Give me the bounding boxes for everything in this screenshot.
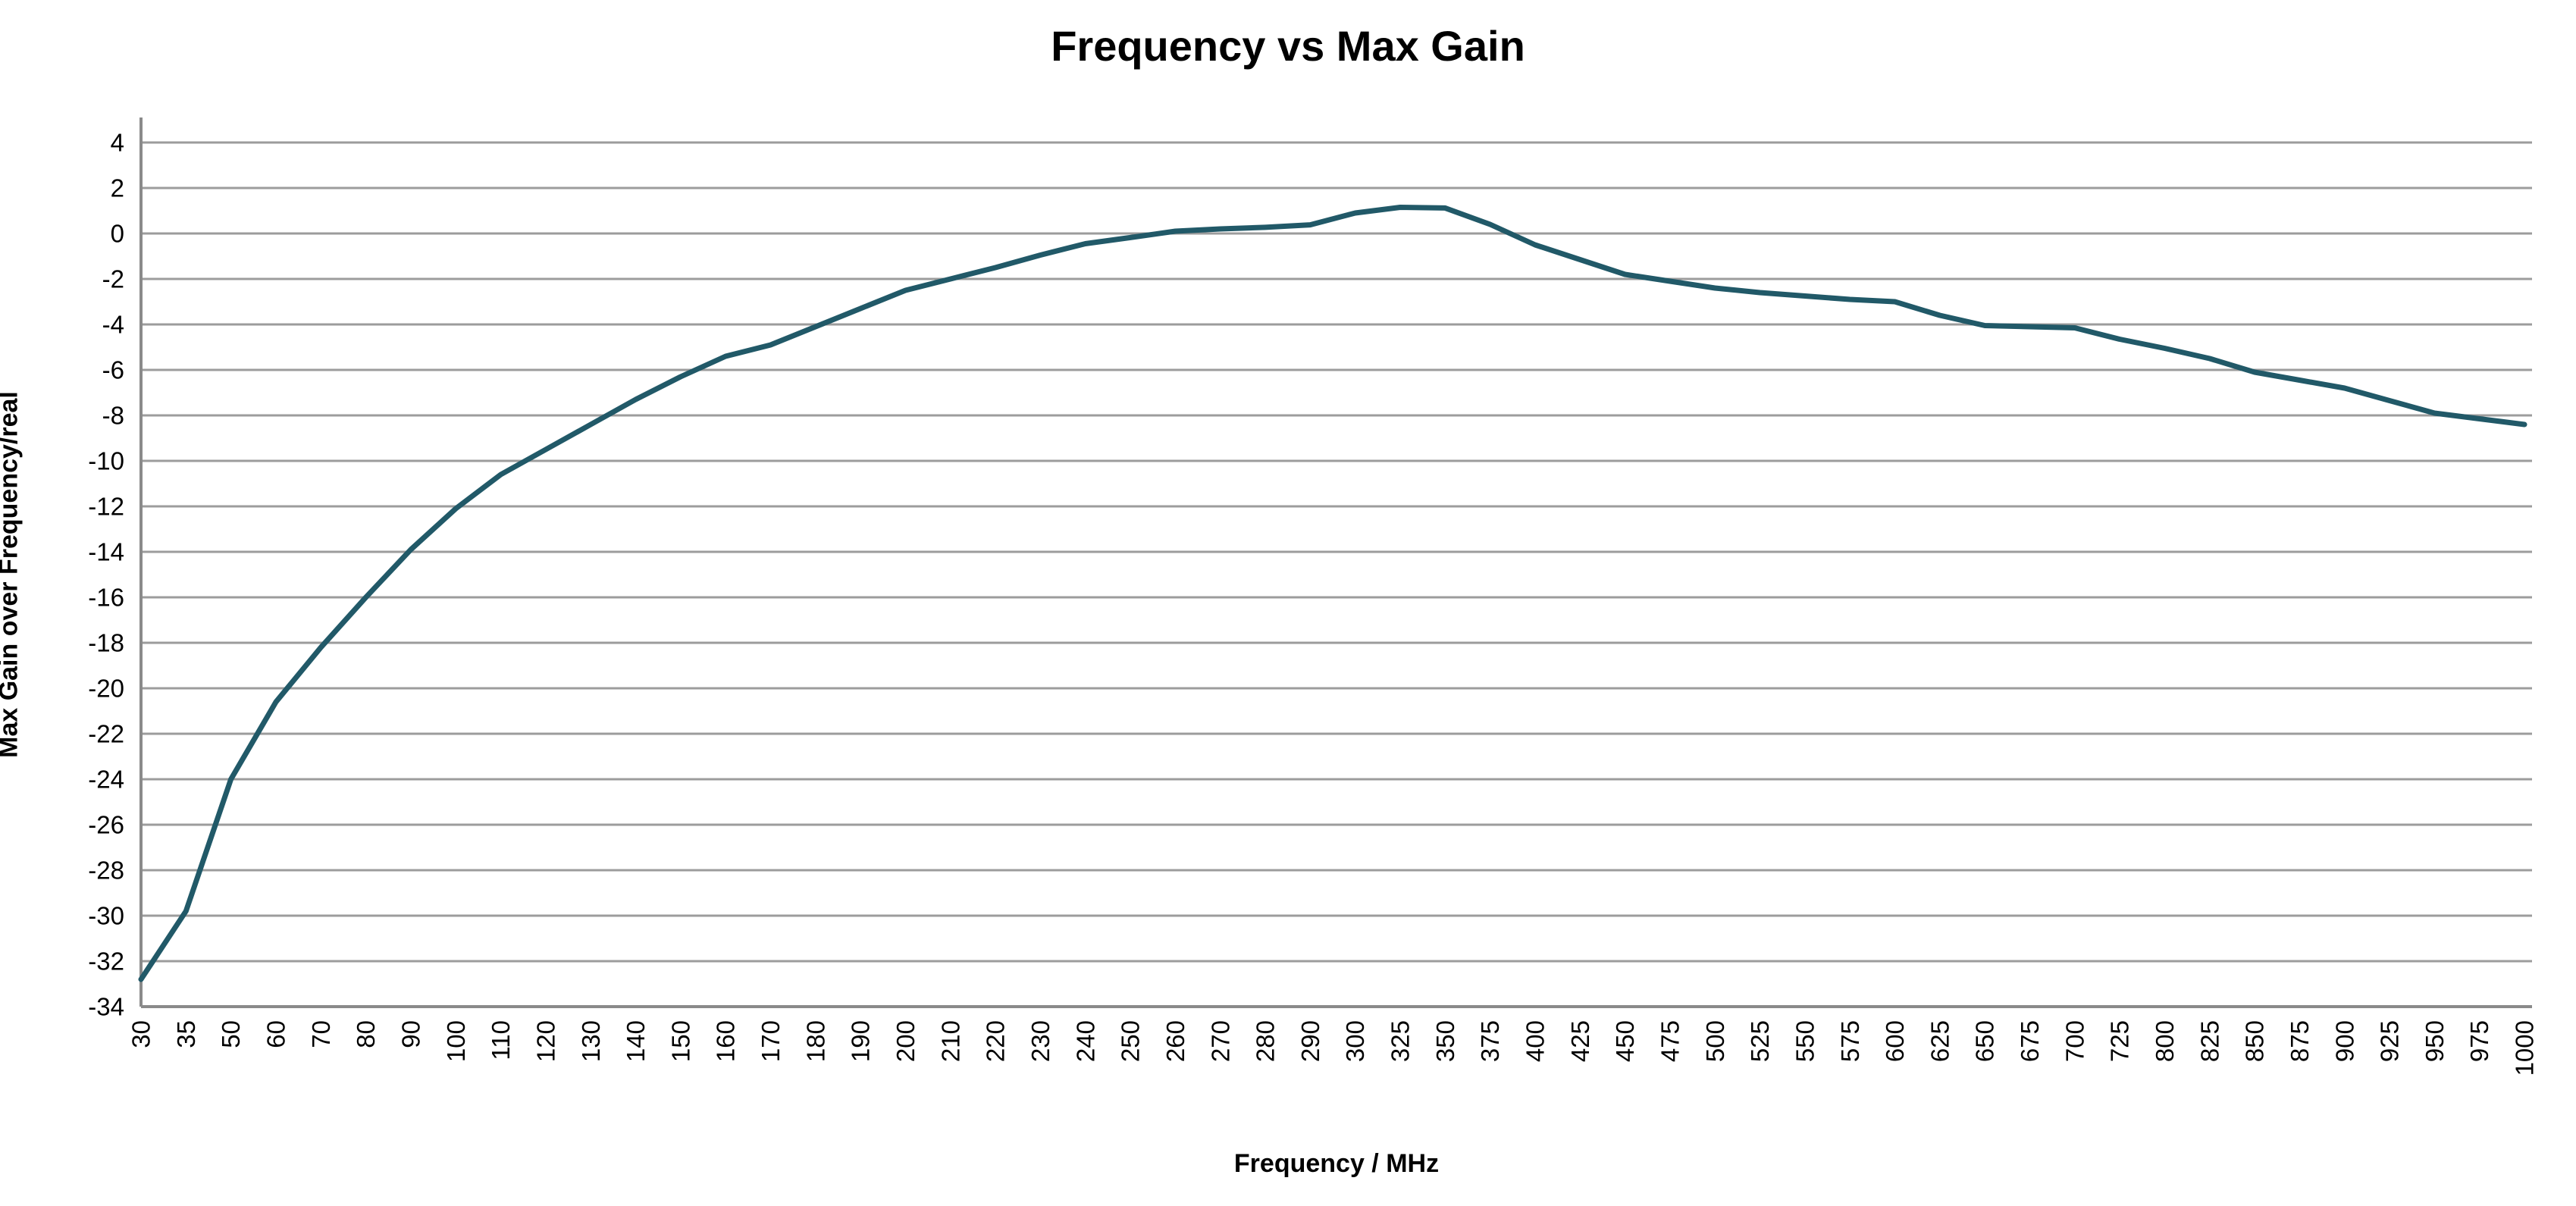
x-tick-label: 650 — [1971, 1020, 1999, 1062]
x-tick-label: 350 — [1431, 1020, 1459, 1062]
x-tick-label: 120 — [531, 1020, 559, 1062]
gain-line — [138, 205, 2527, 982]
x-tick-label: 300 — [1341, 1020, 1369, 1062]
y-tick-label: 2 — [111, 174, 124, 202]
x-tick-label: 550 — [1791, 1020, 1819, 1062]
x-tick-label: 500 — [1701, 1020, 1729, 1062]
x-tick-label: 525 — [1746, 1020, 1774, 1062]
x-tick-label: 575 — [1836, 1020, 1864, 1062]
x-tick-label: 260 — [1161, 1020, 1189, 1062]
x-tick-label: 240 — [1071, 1020, 1099, 1062]
x-tick-label: 90 — [396, 1020, 425, 1048]
y-tick-label: 0 — [111, 220, 124, 248]
x-tick-label: 475 — [1656, 1020, 1684, 1062]
y-tick-label: -34 — [88, 993, 124, 1021]
x-tick-label: 190 — [847, 1020, 875, 1062]
x-tick-label: 250 — [1117, 1020, 1145, 1062]
y-tick-label: 4 — [111, 129, 124, 157]
x-tick-label: 950 — [2421, 1020, 2449, 1062]
x-tick-label: 280 — [1252, 1020, 1280, 1062]
x-tick-label: 725 — [2106, 1020, 2134, 1062]
y-tick-label: -10 — [88, 447, 124, 475]
x-tick-label: 160 — [712, 1020, 740, 1062]
x-tick-label: 210 — [936, 1020, 964, 1062]
y-tick-label: -20 — [88, 675, 124, 703]
x-tick-label: 35 — [172, 1020, 200, 1048]
x-tick-label: 50 — [217, 1020, 245, 1048]
x-tick-label: 1000 — [2511, 1020, 2539, 1076]
y-tick-label: -8 — [102, 402, 124, 430]
x-tick-label: 850 — [2241, 1020, 2269, 1062]
y-tick-label: -30 — [88, 902, 124, 930]
x-tick-label: 400 — [1521, 1020, 1549, 1062]
x-tick-label: 220 — [982, 1020, 1010, 1062]
x-tick-label: 425 — [1566, 1020, 1594, 1062]
x-tick-label: 70 — [307, 1020, 335, 1048]
x-tick-label: 800 — [2151, 1020, 2179, 1062]
x-tick-label: 375 — [1476, 1020, 1504, 1062]
x-tick-label: 675 — [2016, 1020, 2044, 1062]
x-tick-label: 170 — [757, 1020, 785, 1062]
x-tick-label: 80 — [352, 1020, 380, 1048]
x-tick-label: 625 — [1926, 1020, 1954, 1062]
x-tick-label: 230 — [1026, 1020, 1055, 1062]
y-tick-label: -32 — [88, 948, 124, 976]
chart-title: Frequency vs Max Gain — [1051, 22, 1525, 70]
y-tick-label: -12 — [88, 493, 124, 521]
x-tick-label: 875 — [2286, 1020, 2314, 1062]
y-tick-label: -6 — [102, 356, 124, 384]
y-tick-label: -22 — [88, 720, 124, 748]
x-tick-label: 270 — [1206, 1020, 1234, 1062]
x-tick-label: 325 — [1387, 1020, 1415, 1062]
x-tick-label: 180 — [801, 1020, 829, 1062]
x-axis-title: Frequency / MHz — [1233, 1149, 1440, 1178]
x-tick-label: 900 — [2330, 1020, 2358, 1062]
y-tick-label: -16 — [88, 584, 124, 612]
x-tick-label: 975 — [2465, 1020, 2493, 1062]
x-tick-label: 450 — [1611, 1020, 1639, 1062]
y-tick-label: -4 — [102, 311, 124, 339]
x-tick-label: 290 — [1296, 1020, 1324, 1062]
y-tick-label: -26 — [88, 811, 124, 839]
y-tick-label: -14 — [88, 538, 124, 566]
x-tick-label: 100 — [442, 1020, 470, 1062]
y-tick-label: -2 — [102, 265, 124, 293]
x-tick-label: 825 — [2195, 1020, 2223, 1062]
x-tick-label: 600 — [1881, 1020, 1909, 1062]
y-tick-label: -28 — [88, 857, 124, 885]
x-tick-label: 700 — [2060, 1020, 2089, 1062]
x-tick-label: 110 — [487, 1020, 515, 1060]
y-tick-label: -24 — [88, 766, 124, 794]
x-tick-label: 130 — [577, 1020, 605, 1062]
x-tick-label: 200 — [892, 1020, 920, 1062]
x-tick-label: 60 — [262, 1020, 290, 1048]
y-tick-label: -18 — [88, 629, 124, 657]
x-tick-label: 925 — [2376, 1020, 2404, 1062]
x-tick-label: 150 — [666, 1020, 694, 1062]
x-tick-label: 30 — [127, 1020, 155, 1048]
x-tick-label: 140 — [622, 1020, 650, 1062]
